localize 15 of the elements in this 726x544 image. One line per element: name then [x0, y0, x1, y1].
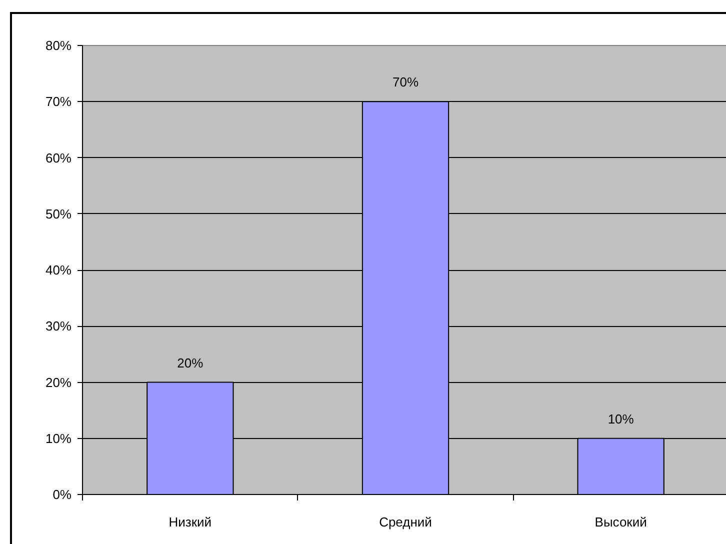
data-label: 10% [608, 411, 634, 426]
y-tick-label: 0% [52, 487, 72, 502]
x-tick-label: Средний [379, 514, 432, 530]
x-tick-label: Высокий [594, 514, 647, 530]
y-tick-label: 60% [45, 150, 72, 166]
y-tick-label: 30% [45, 318, 72, 334]
y-tick-label: 70% [45, 94, 72, 110]
y-tick-label: 80% [45, 38, 72, 53]
y-tick-label: 50% [45, 206, 72, 222]
data-label: 20% [177, 355, 204, 370]
y-tick-label: 40% [45, 262, 72, 278]
x-tick-label: Низкий [168, 514, 212, 530]
data-label: 70% [392, 74, 419, 90]
y-tick-label: 20% [45, 374, 72, 390]
y-tick-label: 10% [45, 430, 72, 446]
